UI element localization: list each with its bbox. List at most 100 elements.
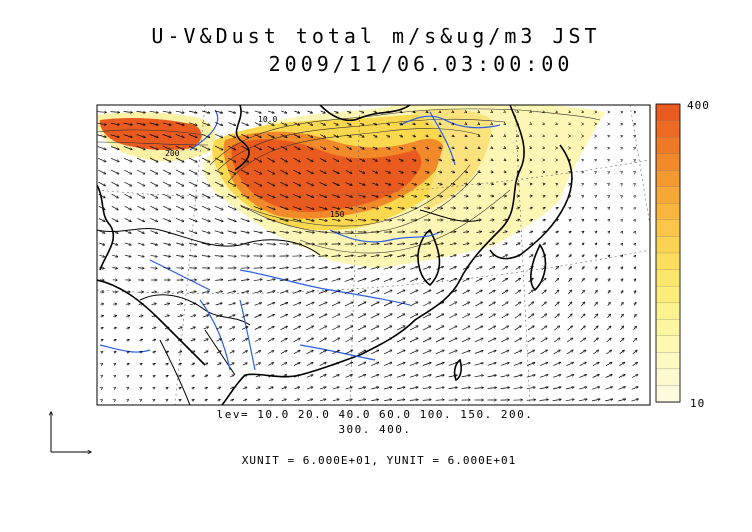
wind-arrow [150,181,158,186]
wind-arrow [568,278,571,282]
wind-arrow [423,290,431,295]
wind-arrow [435,363,444,366]
wind-arrow [178,351,181,353]
wind-arrow [123,157,132,162]
wind-arrow [188,122,197,126]
wind-arrow [423,255,430,258]
wind-arrow [113,328,117,329]
wind-arrow [383,278,392,282]
wind-arrow [319,338,327,343]
wind-arrow [294,399,300,401]
wind-arrow [175,110,184,113]
wind-arrow [293,314,300,319]
wind-arrow [188,169,197,174]
wind-arrow [124,242,131,245]
wind-arrow [217,399,221,400]
wind-arrow [268,399,273,400]
wind-arrow [635,184,636,185]
wind-arrow [396,338,405,343]
wind-arrow [98,230,105,234]
wind-arrow [622,184,623,185]
wind-arrow [437,171,442,172]
wind-arrow [423,243,431,244]
wind-arrow [98,169,105,174]
wind-arrow [215,303,223,306]
wind-arrow [516,220,520,221]
wind-arrow [371,194,379,197]
wind-arrow [474,388,484,389]
wind-arrow [293,145,300,149]
wind-arrow [595,255,597,257]
wind-arrow [605,362,612,367]
wind-arrow [292,302,301,306]
wind-arrow [153,388,155,389]
wind-arrow [620,326,623,331]
wind-arrow [632,338,637,343]
wind-arrow [384,207,392,208]
wind-arrow [438,147,442,148]
wind-arrow [150,255,158,256]
contour-lines [97,108,601,254]
wind-arrow [201,134,210,137]
wind-arrow [175,145,184,150]
wind-arrow [635,231,636,232]
wind-arrow [306,387,313,390]
wind-arrow [621,291,623,294]
wind-arrow [267,110,274,113]
wind-arrow [229,339,234,342]
wind-arrow [491,160,493,161]
wind-arrow [501,338,508,343]
wind-arrow [164,303,169,304]
wind-arrow [539,375,548,378]
wind-arrow [203,339,209,342]
wind-arrow [410,255,418,258]
wind-arrow [527,350,534,355]
wind-arrow [216,363,221,366]
wind-arrow [123,134,133,138]
wind-arrow [582,196,583,197]
wind-arrow [370,244,379,245]
wind-arrow [215,133,223,137]
wind-arrow [203,351,208,354]
wind-arrow [254,134,262,137]
dust-shading [97,105,605,268]
wind-arrow [370,290,379,295]
wind-arrow [137,255,144,256]
wind-arrow [254,303,261,306]
wind-arrow [268,363,273,366]
wind-arrow [370,255,379,258]
wind-arrow [476,232,481,233]
wind-arrow [502,278,507,282]
wind-arrow [333,111,338,113]
wind-arrow [203,315,209,318]
wind-arrow [281,399,287,401]
wind-arrow [370,279,379,282]
wind-arrow [582,243,584,245]
wind-arrow [319,350,327,355]
wind-arrow [228,315,235,318]
wind-arrow [422,387,431,390]
wind-arrow [515,290,520,295]
wind-arrow [292,279,302,282]
wind-arrow [318,291,327,294]
wind-arrow [139,339,143,340]
wind-arrow [306,326,313,331]
wind-arrow [371,375,379,378]
wind-arrow [344,255,354,256]
wind-arrow [621,255,622,257]
wind-arrow [191,363,194,365]
wind-arrow [476,243,482,245]
wind-arrow [189,292,196,293]
wind-arrow [555,255,559,258]
wind-arrow [580,338,585,343]
wind-arrow [397,208,404,209]
wind-arrow [331,290,340,294]
wind-arrow [292,291,301,294]
wind-arrow [513,375,523,378]
wind-arrow [127,376,129,377]
wind-arrow [190,339,195,341]
wind-arrow [320,399,326,401]
wind-arrow [425,147,428,149]
wind-arrow [555,267,558,270]
wind-arrow [99,255,104,257]
